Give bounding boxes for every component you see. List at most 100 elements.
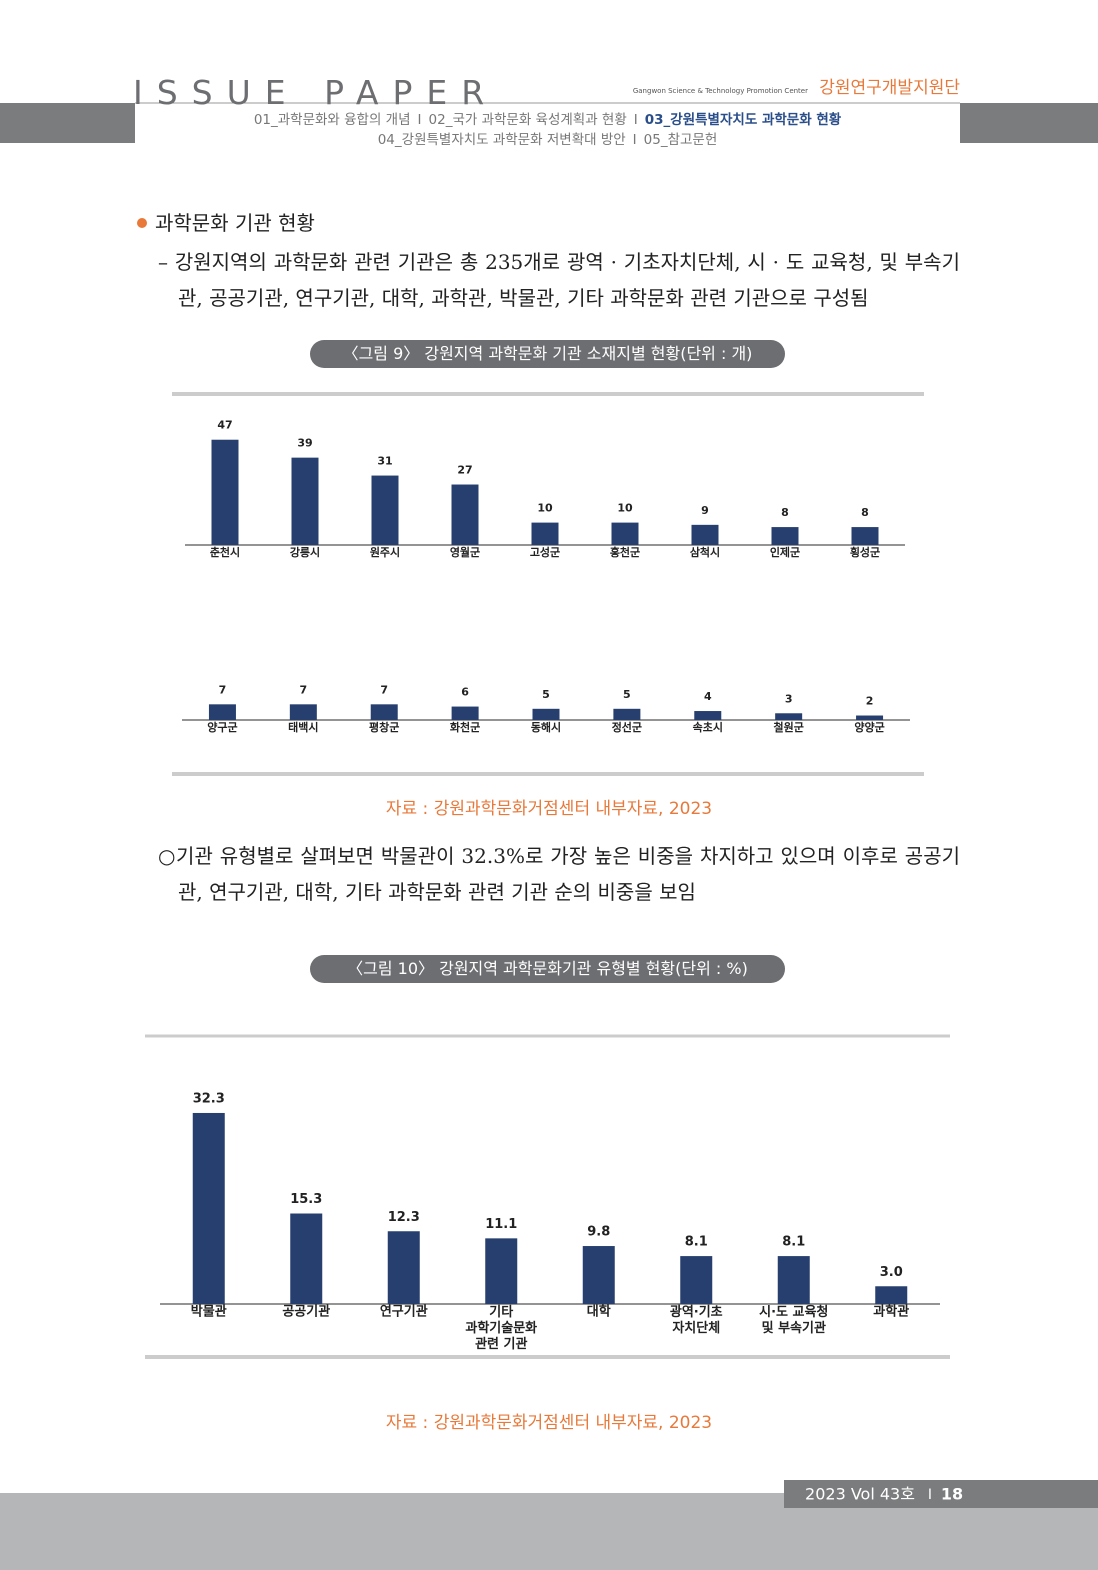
source: 자료 : 강원과학문화거점센터 내부자료, 2023: [385, 799, 713, 819]
issue: 2023 Vol 43호: [805, 1485, 915, 1504]
category-label: 인제군: [770, 545, 800, 559]
bar: [680, 1256, 713, 1304]
separator: I: [633, 112, 638, 128]
bar: [777, 1256, 810, 1304]
bar: [611, 522, 639, 545]
bar: [694, 711, 722, 720]
page-number: 18: [941, 1485, 963, 1504]
category-label: 기타 과학기술문화 관련 기관: [465, 1304, 537, 1352]
bar: [291, 457, 319, 545]
bar: [856, 715, 884, 720]
data-label: 8: [781, 506, 789, 519]
category-label: 강릉시: [290, 545, 320, 559]
paragraph: – 강원지역의 과학문화 관련 기관은 총 235개로 광역 · 기초자치단체,…: [158, 250, 960, 310]
data-label: 9.8: [587, 1225, 610, 1240]
category-label: 속초시: [693, 721, 723, 734]
category-label: 홍천군: [610, 545, 640, 559]
header-band: [960, 103, 1098, 143]
category-label: 공공기관: [282, 1304, 330, 1320]
category-label: 대학: [587, 1304, 611, 1320]
bar: [371, 475, 399, 545]
data-label: 8.1: [685, 1235, 708, 1250]
bullet-heading: 과학문화 기관 현황: [155, 211, 315, 235]
separator: I: [632, 132, 637, 148]
category-label: 횡성군: [850, 545, 880, 559]
data-label: 27: [457, 464, 472, 477]
data-label: 32.3: [193, 1091, 225, 1106]
data-label: 7: [380, 683, 388, 696]
bar: [208, 704, 236, 720]
bar: [851, 527, 879, 545]
data-label: 7: [300, 683, 308, 696]
bar: [582, 1246, 615, 1304]
bar: [451, 706, 479, 720]
data-label: 2: [866, 695, 874, 708]
data-label: 31: [377, 455, 392, 468]
bar: [775, 713, 803, 720]
nav-item: 05_참고문헌: [643, 132, 718, 148]
data-label: 8: [861, 506, 869, 519]
category-label: 태백시: [288, 720, 318, 734]
nav: 01_과학문화와 융합의 개념 I 02_국가 과학문화 육성계획과 현황 I 03_강…: [135, 110, 960, 150]
figure-caption: 〈그림 10〉 강원지역 과학문화기관 유형별 현황(단위 : %): [310, 955, 785, 983]
data-label: 39: [297, 437, 312, 450]
category-label: 평창군: [369, 720, 399, 734]
data-label: 15.3: [290, 1192, 322, 1207]
bar: [192, 1112, 225, 1304]
data-label: 7: [219, 683, 227, 696]
data-label: 5: [542, 688, 550, 701]
bullet-dot: [137, 218, 147, 228]
data-label: 4: [704, 690, 712, 703]
nav-item: 01_과학문화와 융합의 개념: [253, 112, 411, 128]
bar: [485, 1238, 518, 1304]
category-label: 과학관: [873, 1304, 909, 1320]
data-label: 3: [785, 692, 793, 705]
data-label: 12.3: [388, 1210, 420, 1225]
bar: [613, 708, 641, 720]
bar: [211, 439, 239, 545]
bar: [370, 704, 398, 720]
header-band: [0, 103, 135, 143]
nav-item: 03_강원특별자치도 과학문화 현황: [644, 112, 842, 128]
data-label: 11.1: [485, 1217, 517, 1232]
category-label: 춘천시: [210, 545, 240, 559]
bar: [289, 704, 317, 720]
bar: [451, 484, 479, 545]
category-label: 철원군: [773, 720, 803, 734]
category-label: 광역·기초 자치단체: [670, 1304, 723, 1336]
data-label: 8.1: [782, 1235, 805, 1250]
bar: [290, 1213, 323, 1304]
category-label: 동해시: [531, 720, 561, 734]
separator: I: [928, 1487, 932, 1503]
data-label: 6: [461, 686, 469, 699]
bar: [532, 708, 560, 720]
category-label: 삼척시: [690, 545, 720, 559]
source: 자료 : 강원과학문화거점센터 내부자료, 2023: [385, 1413, 713, 1433]
org-ko: 강원연구개발지원단: [819, 78, 960, 98]
paragraph: ○기관 유형별로 살펴보면 박물관이 32.3%로 가장 높은 비중을 차지하고…: [158, 844, 960, 904]
category-label: 정선군: [612, 720, 642, 734]
separator: I: [417, 112, 422, 128]
category-label: 연구기관: [380, 1304, 428, 1320]
category-label: 양구군: [207, 720, 237, 734]
data-label: 10: [537, 502, 553, 515]
bar: [387, 1231, 420, 1304]
footer-box: [784, 1480, 1098, 1508]
bar: [531, 522, 559, 545]
bar: [771, 527, 799, 545]
data-label: 47: [217, 419, 232, 432]
figure-caption: 〈그림 9〉 강원지역 과학문화 기관 소재지별 현황(단위 : 개): [310, 340, 785, 368]
bar: [691, 524, 719, 545]
category-label: 박물관: [191, 1304, 227, 1320]
data-label: 9: [701, 504, 709, 517]
data-label: 10: [617, 502, 633, 515]
data-label: 5: [623, 688, 631, 701]
org-en: Gangwon Science & Technology Promotion C…: [633, 87, 808, 95]
category-label: 영월군: [450, 545, 480, 559]
nav-item: 02_국가 과학문화 육성계획과 현황: [428, 112, 627, 128]
category-label: 시·도 교육청 및 부속기관: [759, 1304, 828, 1336]
bar: [875, 1286, 908, 1304]
category-label: 양양군: [854, 720, 884, 734]
